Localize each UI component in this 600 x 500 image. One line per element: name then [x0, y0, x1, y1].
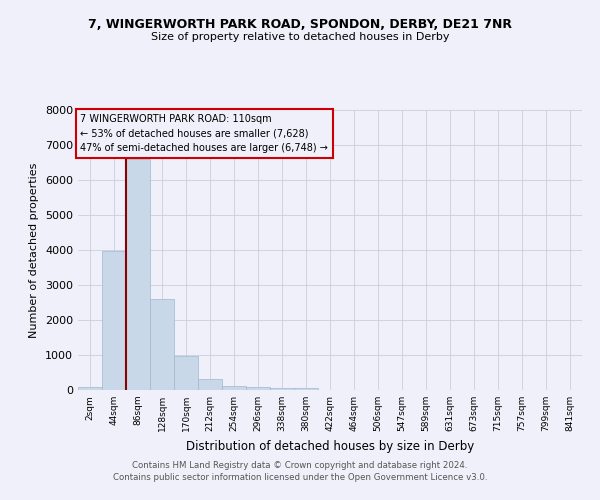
Bar	[198, 379, 222, 390]
Bar	[102, 250, 126, 390]
Bar	[246, 386, 270, 390]
Text: 7, WINGERWORTH PARK ROAD, SPONDON, DERBY, DE21 7NR: 7, WINGERWORTH PARK ROAD, SPONDON, DERBY…	[88, 18, 512, 30]
Y-axis label: Number of detached properties: Number of detached properties	[29, 162, 40, 338]
Text: Size of property relative to detached houses in Derby: Size of property relative to detached ho…	[151, 32, 449, 42]
Bar	[270, 388, 294, 390]
Bar	[150, 299, 174, 390]
Bar	[222, 386, 246, 390]
X-axis label: Distribution of detached houses by size in Derby: Distribution of detached houses by size …	[186, 440, 474, 452]
Bar	[174, 356, 198, 390]
Bar	[126, 159, 150, 390]
Text: Contains HM Land Registry data © Crown copyright and database right 2024.
Contai: Contains HM Land Registry data © Crown c…	[113, 461, 487, 482]
Text: 7 WINGERWORTH PARK ROAD: 110sqm
← 53% of detached houses are smaller (7,628)
47%: 7 WINGERWORTH PARK ROAD: 110sqm ← 53% of…	[80, 114, 328, 153]
Bar	[78, 387, 102, 390]
Bar	[294, 388, 318, 390]
